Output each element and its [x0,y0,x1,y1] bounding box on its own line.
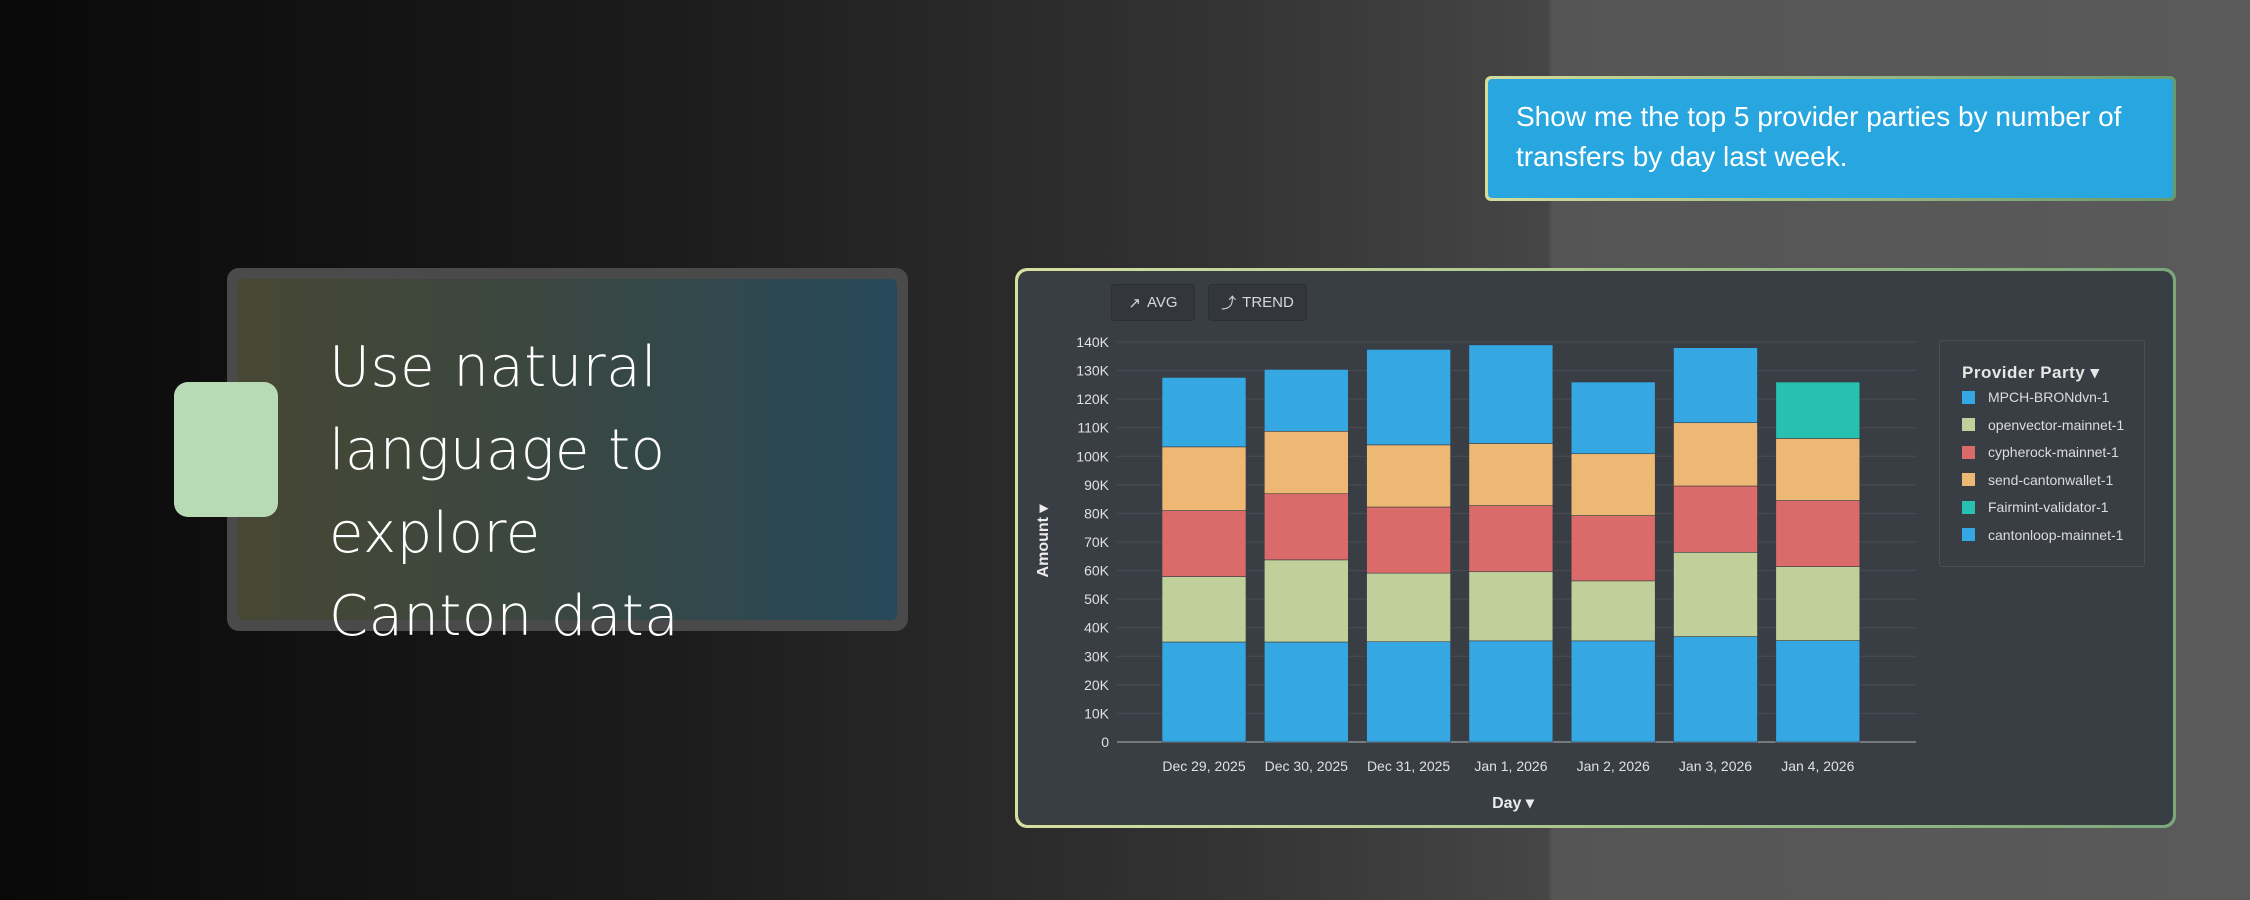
legend-item[interactable]: openvector-mainnet-1 [1962,417,2124,433]
headline-line: language to explore [329,418,666,566]
y-tick-label: 140K [1076,334,1109,350]
headline-line: Canton data [329,584,680,649]
trending-arrow-icon: ↗ [1128,294,1141,312]
legend-item[interactable]: Fairmint-validator-1 [1962,499,2109,515]
x-axis-title: Day ▾ [1492,795,1535,812]
legend: Provider Party ▾ MPCH-BRONdvn-1 openvecto… [1939,340,2145,567]
legend-label: Fairmint-validator-1 [1988,499,2109,515]
y-tick-label: 20K [1084,677,1110,693]
x-tick-label: Dec 29, 2025 [1162,758,1245,774]
bar-segment [1161,510,1247,577]
bar-segment [1264,430,1349,495]
feature-tab-accent [174,382,278,517]
bar-segment [1264,559,1349,643]
feature-card-inner [238,279,897,620]
bar-segment [1161,576,1247,643]
bar-segment [1673,551,1758,637]
y-tick-label: 100K [1076,448,1109,464]
y-tick-label: 70K [1084,534,1110,550]
legend-title[interactable]: Provider Party ▾ [1962,363,2100,382]
bar-segment [1366,641,1451,743]
bar-segment [1366,572,1451,643]
x-tick-label: Dec 30, 2025 [1265,758,1348,774]
trend-button[interactable]: ⤴ TREND [1208,284,1307,321]
legend-swatch [1962,390,1975,404]
x-tick-label: Jan 3, 2026 [1679,758,1752,774]
bar-segment [1775,381,1861,439]
y-tick-label: 130K [1076,363,1109,379]
bar-segment [1570,640,1656,743]
bar-segment [1570,381,1656,455]
bar-segment [1775,500,1861,567]
legend-label: openvector-mainnet-1 [1988,416,2125,433]
y-tick-label: 0 [1101,734,1109,750]
trend-label: TREND [1242,294,1294,311]
bar-segment [1468,344,1554,444]
bar-segment [1775,566,1861,641]
bar-segment [1366,444,1451,508]
y-axis-title: Amount ▾ [1035,504,1052,578]
y-tick-label: 90K [1084,477,1110,493]
x-tick-label: Jan 1, 2026 [1474,758,1547,774]
x-tick-label: Jan 4, 2026 [1781,758,1854,774]
bar-segment [1161,446,1247,511]
bar-segment [1570,515,1656,582]
y-tick-label: 30K [1084,648,1110,664]
query-bubble: Show me the top 5 provider parties by nu… [1485,76,2176,201]
feature-card [227,268,908,631]
bar-segment [1264,641,1349,743]
bar-segment [1468,571,1554,642]
x-tick-label: Dec 31, 2025 [1367,758,1450,774]
chart-panel-inner: ↗ AVG ⤴ TREND 0 10K 20K 30K 40K 50K 60K 70K 80K 9… [1018,271,2173,825]
bar-segment [1570,453,1656,516]
legend-swatch [1962,418,1975,431]
y-tick-label: 40K [1084,620,1110,636]
y-tick-label: 10K [1084,705,1110,721]
legend-swatch [1962,473,1975,486]
y-tick-label: 80K [1084,505,1110,521]
headline-line: Use natural [329,335,658,400]
headline: Use natural language to explore Canton d… [329,326,889,658]
y-tick-label: 120K [1076,391,1109,407]
bar-segment [1570,580,1656,642]
legend-item[interactable]: send-cantonwallet-1 [1962,472,2113,488]
bar-segment [1673,422,1758,487]
legend-swatch [1962,500,1975,514]
bar-segment [1775,438,1861,501]
bar-segment [1264,369,1349,432]
avg-button[interactable]: ↗ AVG [1111,284,1195,321]
avg-label: AVG [1147,294,1178,311]
bar-segment [1366,506,1451,574]
legend-item[interactable]: MPCH-BRONdvn-1 [1962,389,2109,405]
bar-segment [1673,485,1758,553]
y-tick-label: 110K [1077,420,1109,436]
x-tick-label: Jan 2, 2026 [1577,758,1650,774]
legend-label: cypherock-mainnet-1 [1988,444,2119,460]
y-tick-label: 60K [1084,563,1110,579]
trend-curve-icon: ⤴ [1221,295,1237,312]
bar-segment [1775,640,1861,743]
bar-segment [1161,377,1247,448]
y-tick-label: 50K [1084,591,1110,607]
chart-panel: ↗ AVG ⤴ TREND 0 10K 20K 30K 40K 50K 60K 70K 80K 9… [1015,268,2176,828]
bar-segment [1468,640,1554,743]
legend-item[interactable]: cantonloop-mainnet-1 [1962,527,2123,543]
legend-swatch [1962,528,1975,541]
legend-item[interactable]: cypherock-mainnet-1 [1962,444,2119,460]
legend-label: send-cantonwallet-1 [1988,471,2114,488]
legend-label: MPCH-BRONdvn-1 [1988,389,2110,405]
stacked-bar-chart: 0 10K 20K 30K 40K 50K 60K 70K 80K 90K 100K 110K 120K… [1035,334,1916,812]
bar-segment [1161,641,1247,743]
legend-swatch [1962,445,1975,459]
bar-segment [1673,636,1758,743]
query-text: Show me the top 5 provider parties by nu… [1488,79,2173,198]
legend-label: cantonloop-mainnet-1 [1988,526,2124,543]
bar-segment [1468,505,1554,573]
bar-segment [1366,349,1451,446]
bar-segment [1264,493,1349,561]
bar-segment [1468,443,1554,506]
bar-segment [1673,347,1758,424]
